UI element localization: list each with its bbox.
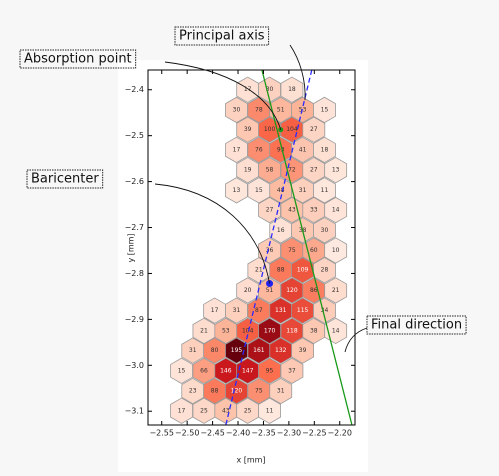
hex-label: 80 (211, 347, 219, 354)
annotation-label: Final direction (371, 318, 462, 333)
hex-label: 27 (310, 126, 318, 133)
hex-label: 118 (286, 327, 298, 334)
y-axis-title: y [mm] (127, 233, 136, 262)
hex-label: 17 (178, 407, 186, 414)
hex-label: 146 (220, 367, 232, 374)
hex-label: 120 (231, 388, 243, 395)
hex-label: 21 (332, 287, 340, 294)
hex-label: 14 (332, 327, 340, 334)
hex-label: 41 (299, 146, 307, 153)
hex-label: 11 (266, 407, 274, 414)
x-tick-label: −2.40 (226, 429, 251, 438)
hex-label: 21 (200, 327, 208, 334)
hex-label: 43 (288, 207, 296, 214)
hex-label: 33 (310, 207, 318, 214)
hex-label: 27 (310, 167, 318, 174)
hex-label: 15 (321, 106, 329, 113)
hex-label: 21 (255, 267, 263, 274)
hex-label: 147 (242, 367, 254, 374)
hex-label: 72 (288, 167, 296, 174)
hex-label: 23 (189, 388, 197, 395)
y-tick-label: −2.5 (125, 131, 144, 140)
hex-label: 39 (244, 126, 252, 133)
hex-label: 31 (299, 187, 307, 194)
hex-label: 75 (255, 388, 263, 395)
x-tick-label: −2.20 (327, 429, 352, 438)
hex-label: 25 (244, 407, 252, 414)
hex-label: 20 (244, 287, 252, 294)
hex-label: 39 (299, 347, 307, 354)
hex-label: 31 (189, 347, 197, 354)
annotation-label: Absorption point (24, 52, 132, 67)
chart: x [mm] y [mm] 17 30 18 30 78 51 53 15 39 100 104 27… (0, 0, 499, 476)
y-tick-label: −2.4 (125, 85, 144, 94)
hex-label: 37 (288, 367, 296, 374)
x-tick-label: −2.30 (277, 429, 302, 438)
page: x [mm] y [mm] 17 30 18 30 78 51 53 15 39 100 104 27… (0, 0, 499, 476)
hex-label: 161 (253, 347, 265, 354)
hex-label: 30 (233, 106, 241, 113)
hex-label: 17 (211, 307, 219, 314)
hex-label: 17 (233, 146, 241, 153)
hex-label: 88 (277, 267, 285, 274)
hex-label: 88 (211, 388, 219, 395)
hex-label: 58 (266, 167, 274, 174)
hex-label: 76 (255, 146, 263, 153)
hex-label: 31 (277, 388, 285, 395)
hex-label: 31 (233, 307, 241, 314)
hex-label: 100 (264, 126, 276, 133)
x-tick-label: −2.25 (302, 429, 327, 438)
hex-label: 15 (255, 187, 263, 194)
annotation-label: Baricenter (31, 172, 99, 187)
y-tick-label: −3.0 (125, 361, 144, 370)
y-tick-label: −3.1 (125, 407, 144, 416)
hex-label: 27 (266, 207, 274, 214)
hex-label: 10 (332, 247, 340, 254)
hex-label: 18 (288, 86, 296, 93)
x-axis-title: x [mm] (236, 456, 265, 465)
hex-label: 78 (255, 106, 263, 113)
hex-label: 131 (275, 307, 287, 314)
hex-label: 120 (286, 287, 298, 294)
hex-label: 13 (233, 187, 241, 194)
hex-label: 11 (321, 187, 329, 194)
hex-label: 18 (321, 146, 329, 153)
hex-label: 25 (200, 407, 208, 414)
hex-label: 104 (242, 327, 254, 334)
hex-label: 60 (310, 247, 318, 254)
hex-label: 132 (275, 347, 287, 354)
hex-label: 66 (200, 367, 208, 374)
y-tick-label: −2.9 (125, 315, 144, 324)
hex-label: 53 (222, 327, 230, 334)
hex-label: 87 (255, 307, 263, 314)
y-tick-label: −2.8 (125, 269, 144, 278)
hex-label: 51 (277, 106, 285, 113)
x-tick-label: −2.35 (251, 429, 276, 438)
x-tick-label: −2.45 (200, 429, 225, 438)
hex-label: 14 (332, 207, 340, 214)
hex-label: 28 (321, 267, 329, 274)
hex-label: 115 (297, 307, 309, 314)
hex-label: 19 (244, 167, 252, 174)
hex-label: 170 (264, 327, 276, 334)
x-tick-label: −2.55 (149, 429, 174, 438)
hex-label: 13 (332, 167, 340, 174)
y-tick-label: −2.6 (125, 177, 144, 186)
hex-label: 16 (277, 227, 285, 234)
y-tick-label: −2.7 (125, 223, 144, 232)
hex-label: 30 (321, 227, 329, 234)
hex-label: 15 (178, 367, 186, 374)
hex-label: 109 (297, 267, 309, 274)
hex-label: 195 (231, 347, 243, 354)
x-tick-label: −2.50 (175, 429, 200, 438)
hex-label: 75 (288, 247, 296, 254)
hex-label: 93 (277, 146, 285, 153)
hex-label: 95 (266, 367, 274, 374)
annotation-label: Principal axis (179, 29, 265, 44)
hex-label: 51 (266, 287, 274, 294)
hex-label: 38 (310, 327, 318, 334)
